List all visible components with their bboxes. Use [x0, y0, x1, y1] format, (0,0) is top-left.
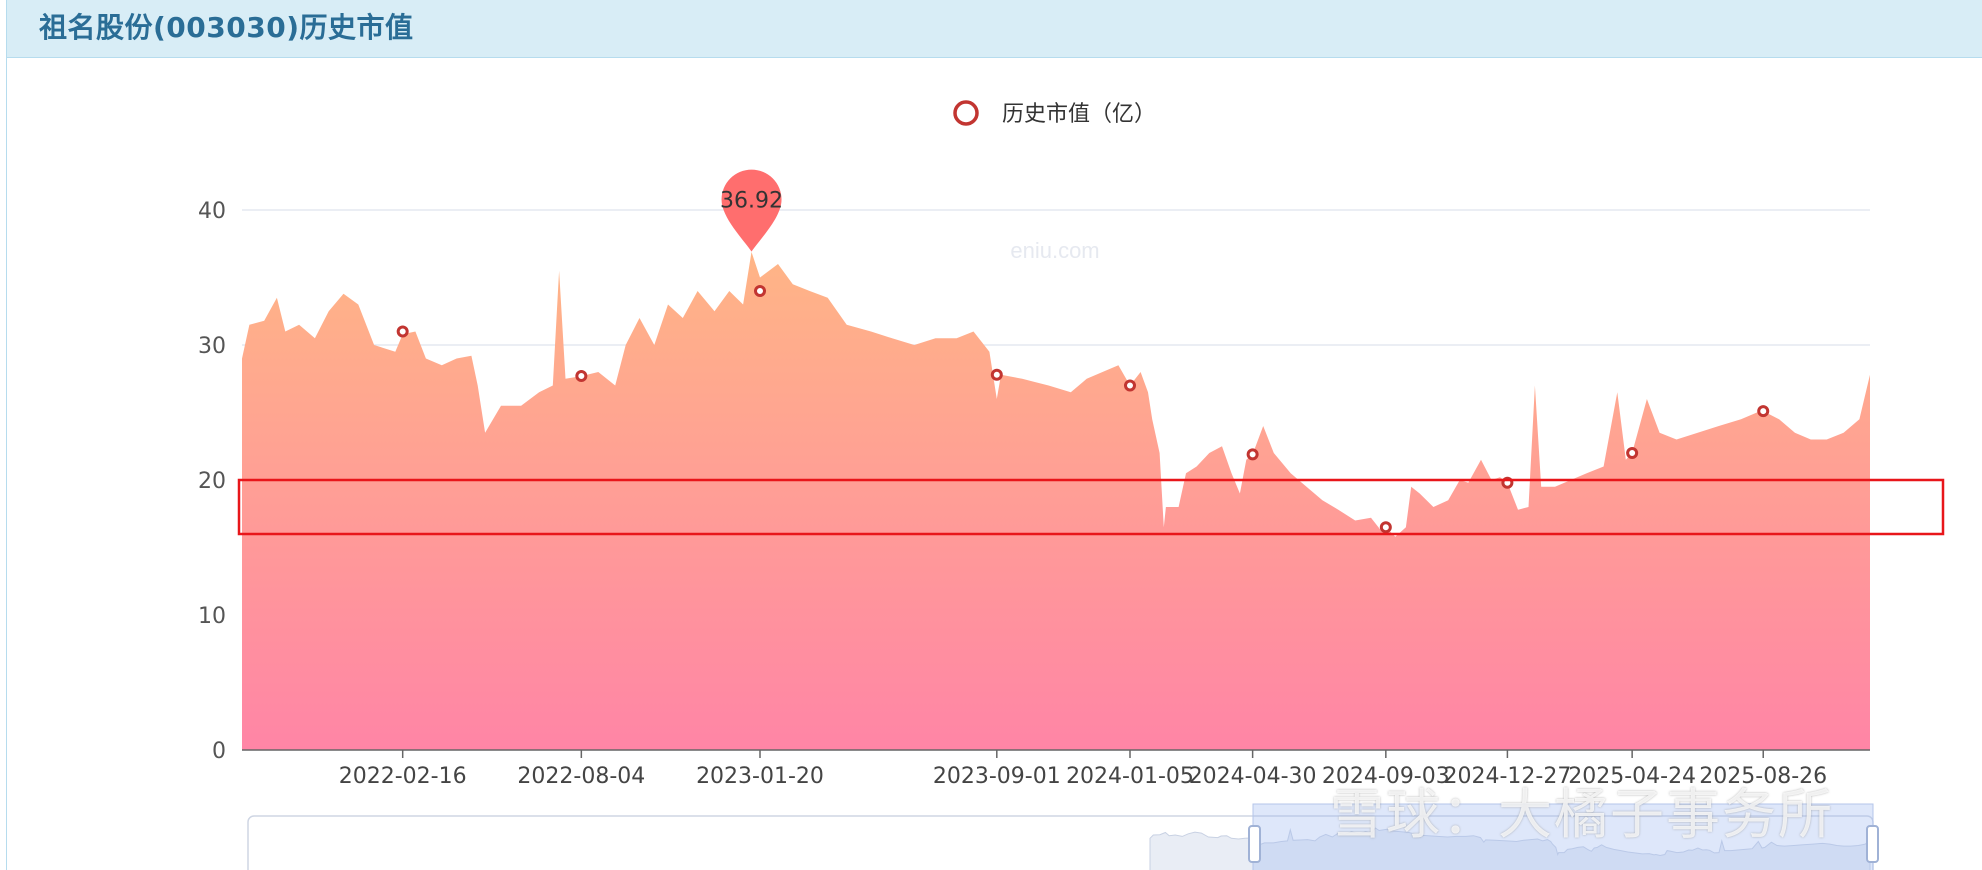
page-title: 祖名股份(003030)历史市值 [39, 11, 414, 44]
x-tick-label: 2023-09-01 [933, 764, 1061, 789]
legend[interactable]: 历史市值（亿） [953, 100, 1156, 127]
y-tick-label: 20 [198, 469, 226, 494]
x-tick-label: 2022-08-04 [517, 764, 645, 789]
max-pin-shape [721, 169, 782, 252]
data-zoom-slider[interactable] [247, 803, 1879, 870]
data-point-marker [396, 325, 409, 338]
slider-left-handle[interactable] [1248, 825, 1261, 863]
max-pin-label: 36.92 [720, 189, 783, 214]
x-tick-label: 2024-09-03 [1322, 764, 1450, 789]
data-point-marker [1246, 448, 1259, 461]
page-header: 祖名股份(003030)历史市值 [6, 0, 1982, 58]
x-axis: 2022-02-16 2022-08-04 2023-01-20 2023-09-01… [242, 749, 1870, 789]
max-value-pin: 36.92 [720, 169, 783, 252]
slider-selection[interactable] [1252, 803, 1874, 870]
x-tick-label: 2024-12-27 [1443, 764, 1571, 789]
x-tick-label: 2025-08-26 [1699, 764, 1827, 789]
frame-border [6, 58, 7, 870]
x-tick-label: 2025-04-24 [1568, 764, 1696, 789]
legend-label: 历史市值（亿） [1002, 102, 1156, 127]
x-tick-label: 2024-01-05 [1066, 764, 1194, 789]
bottom-watermark: 雪球：大橘子事务所 [1330, 783, 1834, 846]
data-point-marker [1379, 521, 1392, 534]
center-watermark: eniu.com [1010, 238, 1099, 263]
data-point-marker [575, 370, 588, 383]
data-point-marker [1626, 447, 1639, 459]
slider-right-handle[interactable] [1866, 825, 1879, 863]
x-tick-label: 2024-04-30 [1189, 764, 1317, 789]
y-tick-label: 10 [198, 604, 226, 629]
y-axis-labels: 0 10 20 30 40 [198, 199, 226, 764]
highlight-box [237, 478, 1945, 536]
y-tick-label: 30 [198, 334, 226, 359]
data-point-marker [754, 285, 766, 297]
y-tick-label: 40 [198, 199, 226, 224]
data-point-marker [1124, 379, 1136, 392]
y-tick-label: 0 [212, 739, 226, 764]
x-tick-label: 2023-01-20 [696, 764, 824, 789]
market-cap-area [242, 251, 1870, 750]
x-tick-label: 2022-02-16 [339, 764, 467, 789]
data-point-marker [1757, 405, 1770, 418]
slider-mini-area [1149, 827, 1871, 870]
legend-ring-icon [953, 100, 979, 126]
data-point-marker [990, 368, 1003, 381]
